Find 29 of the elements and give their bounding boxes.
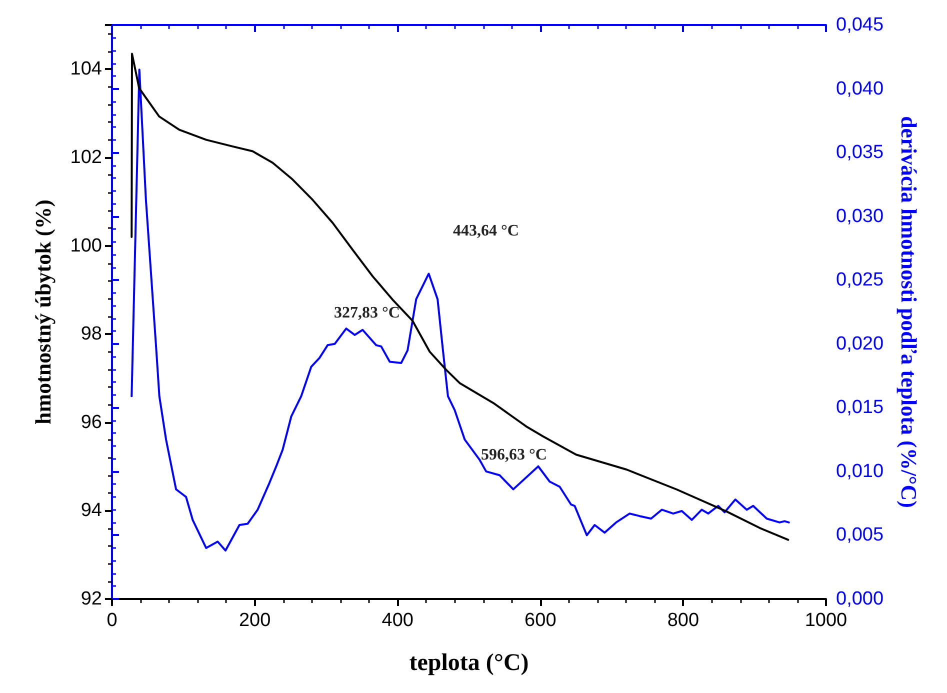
y2-tick-label: 0,015 [836,397,884,418]
x-tick-label: 800 [667,610,700,631]
y2-tick-label: 0,040 [836,78,884,100]
y-axis-title: hmotnostný úbytok (%) [30,200,56,424]
annotation: 443,64 °C [453,222,519,240]
y2-tick-label: 0,020 [836,333,884,354]
y2-tick-label: 0,025 [836,270,884,291]
x-axis-title: teplota (°C) [409,650,529,676]
x-tick-label: 600 [524,610,556,631]
y2-tick-label: 0,000 [836,588,884,610]
y-tick-label: 92 [80,588,102,610]
y2-axis-title: derivácia hmotnosti podľa teplota (%/°C) [896,116,922,508]
x-tick-label: 400 [382,610,414,631]
y-tick-label: 100 [70,235,102,256]
y2-tick-label: 0,045 [836,14,884,36]
x-tick-label: 200 [238,610,271,631]
y2-tick-label: 0,030 [836,206,884,227]
x-tick-label: 1000 [804,610,848,631]
y-tick-label: 94 [80,500,102,522]
y2-tick-label: 0,005 [836,524,884,546]
y-tick-label: 98 [80,324,102,345]
y2-tick-label: 0,035 [836,142,884,164]
y-tick-label: 102 [70,146,102,168]
x-tick-label: 0 [106,610,118,631]
y-tick-label: 104 [70,58,102,80]
y-tick-label: 96 [80,412,102,433]
y2-tick-label: 0,010 [836,460,884,482]
annotation: 596,63 °C [481,446,547,464]
annotation: 327,83 °C [334,304,400,322]
